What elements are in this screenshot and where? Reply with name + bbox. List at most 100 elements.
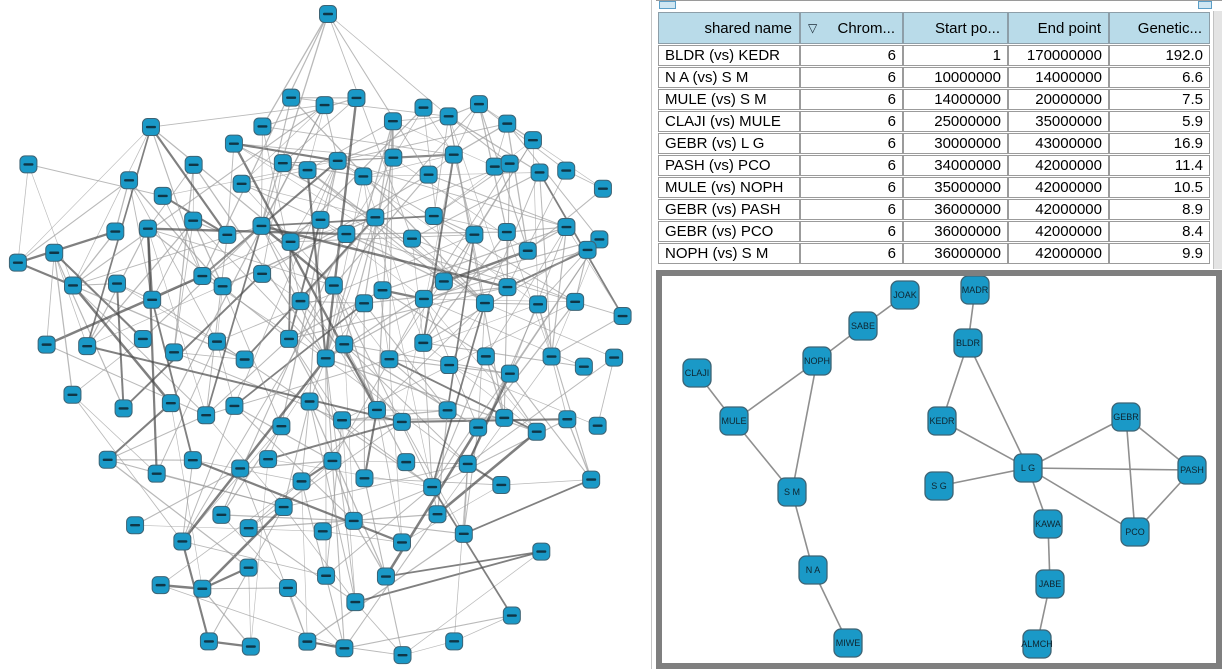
network-edge[interactable] — [307, 105, 325, 171]
network-node[interactable] — [444, 145, 463, 164]
network-edge[interactable] — [193, 164, 327, 359]
network-edge[interactable] — [320, 160, 339, 220]
network-node[interactable] — [184, 211, 203, 230]
network-edge[interactable] — [478, 103, 567, 171]
network-edge[interactable] — [375, 217, 433, 488]
network-edge[interactable] — [446, 234, 476, 411]
network-edge[interactable] — [307, 169, 486, 304]
subnetwork-node-sm[interactable]: S M — [777, 477, 807, 507]
network-node[interactable] — [578, 240, 597, 259]
network-edge[interactable] — [448, 116, 505, 418]
network-edge[interactable] — [128, 180, 218, 342]
network-node[interactable] — [373, 281, 392, 300]
network-edge[interactable] — [146, 228, 158, 474]
network-node[interactable] — [439, 107, 458, 126]
cell-shared-name[interactable]: MULE (vs) S M — [658, 89, 800, 110]
network-edge[interactable] — [301, 481, 308, 642]
network-node[interactable] — [253, 264, 272, 283]
network-node[interactable] — [366, 208, 385, 227]
cell-shared-name[interactable]: NOPH (vs) S M — [658, 243, 800, 264]
network-edge[interactable] — [325, 358, 356, 603]
network-node[interactable] — [78, 337, 97, 356]
network-edge[interactable] — [107, 459, 249, 569]
network-edge[interactable] — [72, 285, 207, 416]
subnetwork-edge-GEBR-PCO[interactable] — [1125, 416, 1136, 533]
network-edge[interactable] — [181, 285, 335, 542]
subnetwork-node-claji[interactable]: CLAJI — [682, 358, 712, 388]
network-node[interactable] — [19, 155, 38, 174]
network-edge[interactable] — [402, 551, 542, 656]
network-edge[interactable] — [551, 356, 568, 420]
network-edge[interactable] — [355, 550, 542, 603]
network-node[interactable] — [280, 329, 299, 348]
table-row[interactable]: GEBR (vs) PASH 6 36000000 42000000 8.9 — [658, 199, 1210, 220]
network-edge[interactable] — [260, 225, 335, 287]
cell-value[interactable]: 35000000 — [1008, 111, 1109, 132]
network-edge[interactable] — [478, 103, 529, 251]
subnetwork-node-pco[interactable]: PCO — [1120, 517, 1150, 547]
cell-value[interactable]: 8.9 — [1109, 199, 1210, 220]
network-node[interactable] — [347, 88, 366, 107]
network-edge[interactable] — [506, 231, 552, 357]
network-edge[interactable] — [431, 302, 486, 488]
network-edge[interactable] — [290, 160, 339, 243]
network-node[interactable] — [383, 112, 402, 131]
filter-icon[interactable]: ▽ — [808, 21, 818, 35]
cell-value[interactable]: 6 — [800, 221, 903, 242]
cell-value[interactable]: 6 — [800, 111, 903, 132]
cell-value[interactable]: 30000000 — [903, 133, 1008, 154]
network-node[interactable] — [440, 356, 459, 375]
network-edge[interactable] — [342, 417, 505, 421]
network-edge[interactable] — [239, 468, 308, 642]
network-edge[interactable] — [392, 115, 449, 122]
network-edge[interactable] — [401, 421, 465, 535]
network-node[interactable] — [231, 459, 250, 478]
cell-value[interactable]: 14000000 — [1008, 67, 1109, 88]
subnetwork-node-kedr[interactable]: KEDR — [927, 406, 957, 436]
network-edge[interactable] — [422, 342, 433, 488]
network-edge[interactable] — [135, 524, 323, 532]
cell-shared-name[interactable]: GEBR (vs) PCO — [658, 221, 800, 242]
cell-shared-name[interactable]: N A (vs) S M — [658, 67, 800, 88]
network-edge[interactable] — [333, 174, 430, 286]
network-node[interactable] — [574, 357, 593, 376]
network-edge[interactable] — [422, 154, 455, 344]
network-node[interactable] — [498, 114, 517, 133]
network-edge[interactable] — [423, 249, 588, 300]
network-edge[interactable] — [307, 533, 465, 643]
network-edge[interactable] — [501, 479, 592, 486]
cell-value[interactable]: 6 — [800, 199, 903, 220]
network-edge[interactable] — [72, 231, 116, 286]
network-edge[interactable] — [202, 587, 288, 590]
network-edge[interactable] — [325, 303, 365, 359]
main-network-canvas[interactable] — [0, 0, 651, 669]
subnetwork-node-noph[interactable]: NOPH — [802, 346, 832, 376]
sub-network-panel[interactable]: JOAK MADR SABE BLDR NOPH CLAJI GEBR MULE KEDR L G… — [656, 270, 1222, 669]
network-node[interactable] — [492, 475, 511, 494]
network-edge[interactable] — [506, 123, 600, 240]
network-edge[interactable] — [156, 341, 218, 474]
table-row[interactable]: GEBR (vs) L G 6 30000000 43000000 16.9 — [658, 133, 1210, 154]
network-edge[interactable] — [411, 238, 486, 304]
network-edge[interactable] — [597, 357, 615, 426]
network-edge[interactable] — [283, 506, 356, 603]
network-edge[interactable] — [353, 520, 464, 535]
network-edge[interactable] — [226, 143, 235, 235]
cell-value[interactable]: 42000000 — [1008, 199, 1109, 220]
network-node[interactable] — [281, 232, 300, 251]
network-edge[interactable] — [506, 226, 567, 233]
network-edge[interactable] — [170, 104, 326, 404]
network-node[interactable] — [108, 274, 127, 293]
network-node[interactable] — [558, 410, 577, 429]
network-node[interactable] — [523, 131, 542, 150]
network-edge[interactable] — [337, 123, 508, 162]
network-edge[interactable] — [17, 261, 74, 287]
network-edge[interactable] — [150, 104, 325, 128]
subnetwork-edge-LG-PASH[interactable] — [1027, 467, 1193, 471]
network-node[interactable] — [173, 532, 192, 551]
network-edge[interactable] — [346, 233, 445, 282]
subnetwork-edge-SG-LG[interactable] — [938, 467, 1029, 487]
network-node[interactable] — [272, 417, 291, 436]
network-node[interactable] — [98, 450, 117, 469]
network-node[interactable] — [502, 606, 521, 625]
